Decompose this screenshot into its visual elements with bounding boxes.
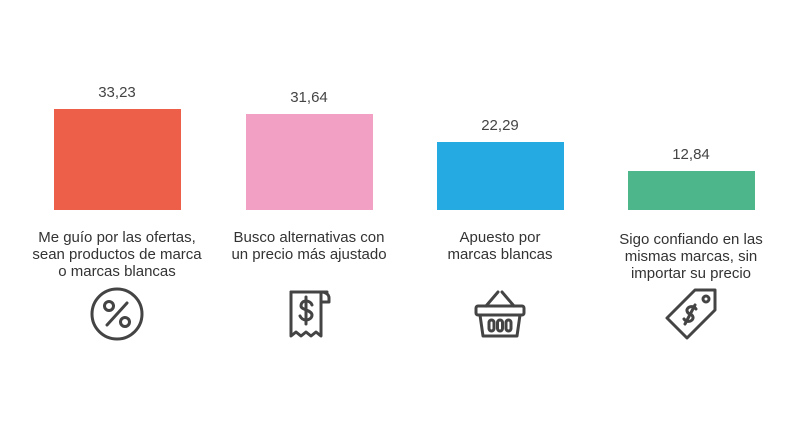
shopping-basket-icon xyxy=(468,282,532,346)
bar-alternativas xyxy=(245,113,373,210)
value-label-alternativas: 31,64 xyxy=(290,88,328,106)
category-label-line: Apuesto por xyxy=(459,229,541,246)
value-label-ofertas: 33,23 xyxy=(98,84,136,101)
category-label-line: sean productos de marca xyxy=(32,246,202,263)
category-label-mismas-marcas: Sigo confiando en las mismas marcas, sin… xyxy=(606,231,776,282)
value-label-marcas-blancas: 22,29 xyxy=(481,117,519,135)
value-label-mismas-marcas: 12,84 xyxy=(672,145,710,163)
bar-mismas-marcas xyxy=(627,170,755,210)
category-label-line: mismas marcas, sin xyxy=(624,248,758,265)
bar-ofertas xyxy=(53,109,181,210)
category-label-line: Sigo confiando en las xyxy=(619,231,763,248)
category-label-line: importar su precio xyxy=(630,265,752,282)
category-label-alternativas: Busco alternativas con un precio más aju… xyxy=(224,229,394,263)
category-label-line: o marcas blancas xyxy=(58,263,176,280)
category-label-line: Busco alternativas con xyxy=(233,229,385,246)
percent-circle-icon xyxy=(85,282,149,346)
bar-marcas-blancas xyxy=(436,142,564,210)
category-label-line: marcas blancas xyxy=(447,246,553,263)
category-label-line: Me guío por las ofertas, xyxy=(38,229,196,246)
receipt-dollar-icon xyxy=(277,282,341,346)
category-label-marcas-blancas: Apuesto por marcas blancas xyxy=(415,229,585,263)
category-label-line: un precio más ajustado xyxy=(231,246,387,263)
dollar-price-tag-icon xyxy=(659,282,723,346)
category-label-ofertas: Me guío por las ofertas, sean productos … xyxy=(32,229,202,280)
